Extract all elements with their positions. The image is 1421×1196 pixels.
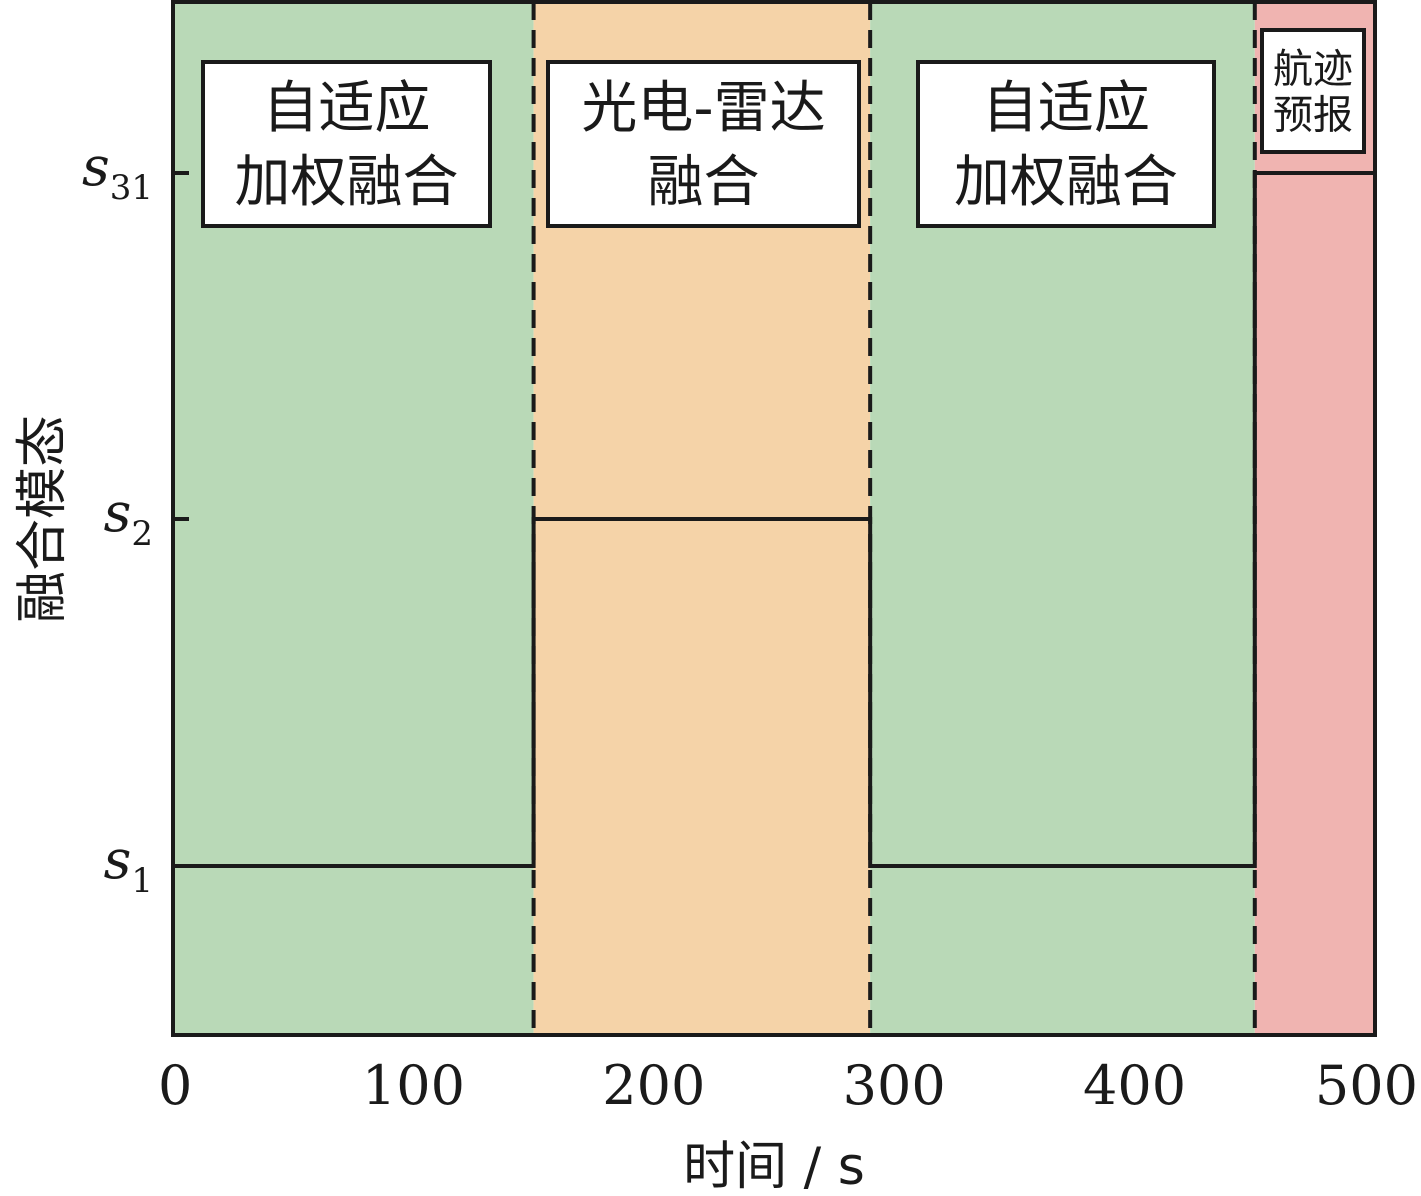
y-tick-subscript-s2: 2 (131, 514, 153, 554)
region-3-label-line-2: 加权融合 (954, 150, 1178, 215)
x-tick-label-400: 400 (1083, 1054, 1186, 1117)
x-tick-label-500: 500 (1315, 1054, 1418, 1117)
region-1-label-line-2: 加权融合 (235, 150, 459, 215)
region-4-fill (1254, 2, 1375, 1035)
y-tick-label-s31: s31 (82, 135, 153, 208)
y-tick-symbol-s31: s (82, 135, 110, 198)
y-tick-symbol-s2: s (104, 481, 132, 544)
region-4-label-box (1260, 28, 1366, 154)
x-axis-title: 时间 / s (683, 1137, 865, 1196)
region-1-label-box (201, 60, 492, 228)
y-tick-symbol-s1: s (104, 828, 132, 891)
region-3-label-box (916, 60, 1216, 228)
mode-step-path (187, 171, 1375, 868)
y-axis-title: 融合模态 (13, 415, 73, 623)
mode-step-line (187, 171, 1375, 868)
region-2-label-box (546, 60, 861, 228)
y-tick-subscript-s31: 31 (110, 168, 153, 208)
region-4-label-line-1: 航迹 (1273, 46, 1353, 92)
x-tick-label-300: 300 (843, 1054, 946, 1117)
x-tick-label-0: 0 (158, 1054, 192, 1117)
y-tick-label-s2: s2 (104, 481, 153, 554)
region-2-label-line-1: 光电-雷达 (581, 76, 825, 141)
region-3-label-line-1: 自适应 (982, 76, 1150, 141)
x-tick-label-100: 100 (362, 1054, 465, 1117)
region-2-label-line-2: 融合 (648, 150, 760, 215)
x-tick-label-200: 200 (602, 1054, 705, 1117)
region-1-label-line-1: 自适应 (263, 76, 431, 141)
x-axis-ticks: 0 100 200 300 400 500 (158, 1054, 1418, 1117)
region-4-label-line-2: 预报 (1273, 92, 1353, 138)
y-tick-label-s1: s1 (104, 828, 153, 901)
y-tick-subscript-s1: 1 (131, 861, 153, 901)
